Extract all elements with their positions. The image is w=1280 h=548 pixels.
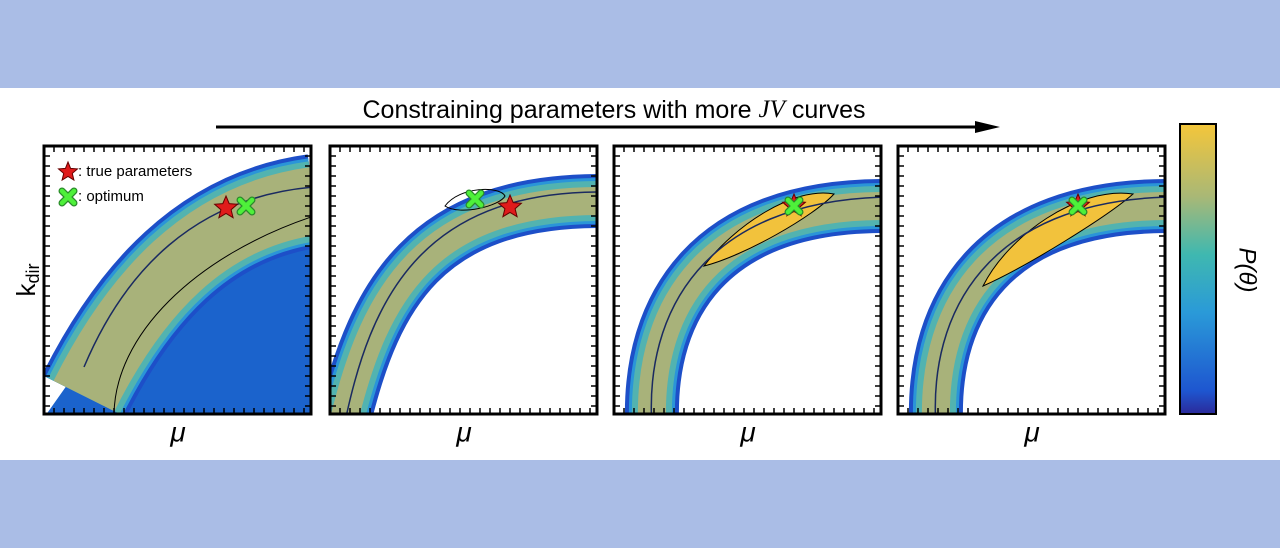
bottom-band [0, 460, 1280, 548]
density-map [898, 146, 1165, 414]
arrow-head [975, 121, 1000, 133]
contour-line [444, 188, 506, 211]
title: Constraining parameters with more JV cur… [363, 96, 866, 124]
density-band [637, 192, 881, 414]
contour-line [934, 196, 1165, 414]
panels: μ : true parameters : optimum μ μ μ [42, 144, 1167, 447]
panel: μ : true parameters : optimum [42, 144, 313, 447]
panel-frame [42, 144, 313, 416]
panel: μ [328, 144, 599, 447]
contour-line [345, 191, 597, 414]
optimum-marker [237, 197, 255, 215]
contour-line [83, 186, 311, 368]
density-map [44, 146, 311, 414]
panel-frame [896, 144, 1167, 416]
x-axis-label: μ [169, 416, 185, 447]
legend-label: : true parameters [78, 163, 192, 180]
x-axis-label: μ [739, 416, 755, 447]
colorbar [1179, 123, 1217, 415]
colorbar-label: P(θ) [1234, 247, 1261, 292]
true-parameter-marker [213, 194, 239, 219]
optimum-marker [59, 188, 77, 206]
density-band [53, 167, 311, 412]
x-axis-label: μ [455, 416, 471, 447]
density-peak [983, 193, 1133, 286]
y-axis-label: kdir [11, 263, 43, 296]
contour-line [981, 192, 1135, 288]
legend-label: : optimum [78, 188, 144, 205]
panel-frame [328, 144, 599, 416]
panel: μ [612, 144, 883, 447]
optimum-marker [466, 190, 484, 208]
contour-line [702, 192, 835, 267]
optimum-marker [785, 197, 803, 215]
density-map [330, 146, 597, 414]
top-band [0, 0, 1280, 88]
legend-star [57, 160, 79, 182]
true-parameter-marker [497, 193, 523, 218]
optimum-marker [1069, 197, 1087, 215]
contour-line [650, 196, 881, 414]
x-axis-label: μ [1023, 416, 1039, 447]
density-map [614, 146, 881, 414]
panel-frame [612, 144, 883, 416]
contour-line [113, 216, 311, 414]
panel: μ [896, 144, 1167, 447]
